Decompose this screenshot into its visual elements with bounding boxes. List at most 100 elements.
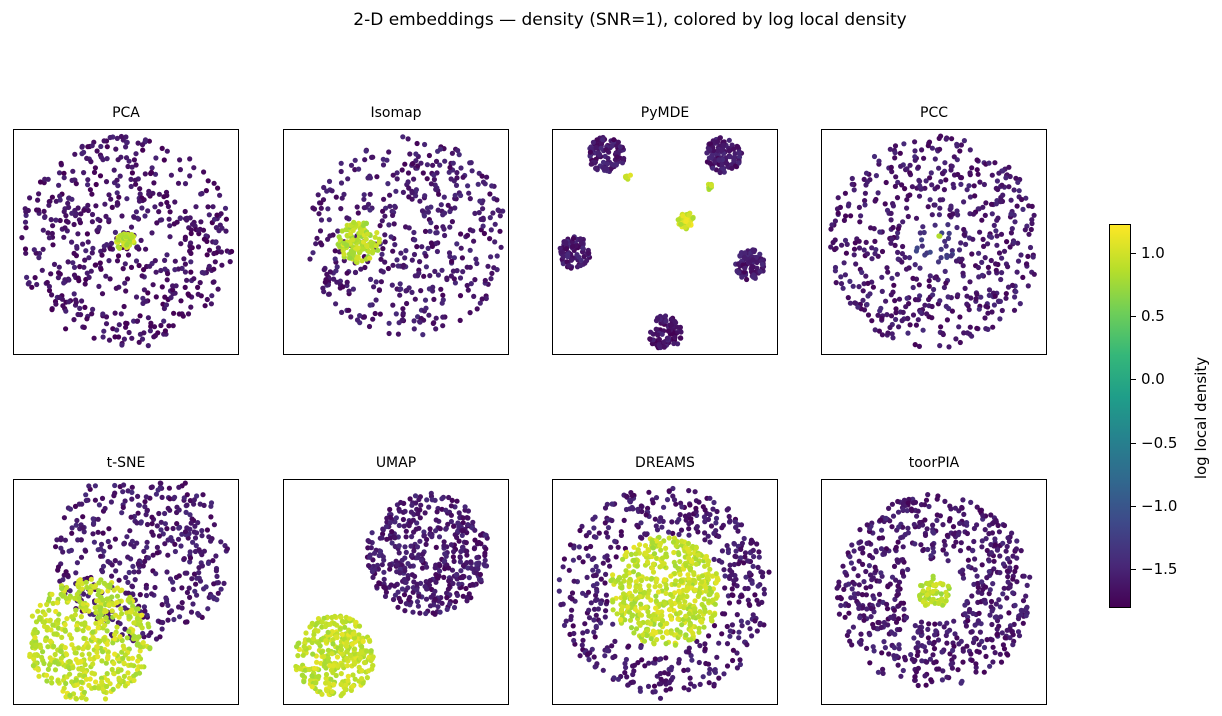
scatter-point xyxy=(96,588,102,594)
scatter-point xyxy=(920,224,926,230)
subplot-axes xyxy=(13,129,239,355)
scatter-point xyxy=(686,212,692,218)
scatter-point xyxy=(392,583,398,589)
scatter-point xyxy=(144,521,151,528)
scatter-point xyxy=(135,658,141,664)
scatter-point xyxy=(920,327,926,333)
scatter-point xyxy=(351,219,357,225)
scatter-point xyxy=(734,665,740,671)
scatter-point xyxy=(81,635,87,641)
scatter-point xyxy=(652,516,658,522)
scatter-point xyxy=(129,538,135,544)
scatter-point xyxy=(179,585,185,591)
scatter-point xyxy=(211,266,217,272)
scatter-point xyxy=(402,508,408,514)
scatter-point xyxy=(22,219,29,225)
scatter-point xyxy=(385,265,391,272)
scatter-point xyxy=(148,323,154,329)
scatter-point xyxy=(139,625,145,631)
scatter-point xyxy=(103,660,109,666)
scatter-point xyxy=(1013,175,1019,181)
scatter-point xyxy=(865,293,871,299)
scatter-point xyxy=(79,652,85,658)
scatter-point xyxy=(706,680,712,686)
scatter-point xyxy=(416,270,422,276)
scatter-point xyxy=(140,295,146,301)
scatter-point xyxy=(104,683,110,690)
scatter-point xyxy=(57,217,63,224)
scatter-point xyxy=(943,136,949,142)
scatter-point xyxy=(453,572,459,578)
scatter-point xyxy=(111,660,117,666)
scatter-point xyxy=(102,607,108,613)
scatter-point xyxy=(89,191,95,197)
scatter-point xyxy=(420,332,426,338)
scatter-point xyxy=(469,582,475,588)
scatter-point xyxy=(202,303,208,309)
scatter-point xyxy=(98,577,104,583)
scatter-point xyxy=(79,666,86,672)
scatter-point xyxy=(462,504,468,510)
scatter-point xyxy=(366,323,373,330)
scatter-point xyxy=(33,642,39,648)
scatter-point xyxy=(120,655,126,661)
scatter-point xyxy=(352,676,358,682)
scatter-point xyxy=(80,241,86,247)
scatter-point xyxy=(124,534,130,540)
scatter-point xyxy=(177,167,183,173)
scatter-point xyxy=(982,255,988,261)
scatter-point xyxy=(326,291,332,297)
scatter-point xyxy=(319,619,325,625)
scatter-point xyxy=(464,595,470,601)
scatter-point xyxy=(400,306,406,312)
scatter-point xyxy=(185,311,192,317)
scatter-point xyxy=(487,236,493,242)
scatter-point xyxy=(69,642,75,648)
scatter-point xyxy=(746,570,753,576)
scatter-point xyxy=(409,534,415,540)
scatter-point xyxy=(370,574,376,580)
scatter-point xyxy=(879,248,886,255)
scatter-point xyxy=(853,261,859,267)
scatter-point xyxy=(164,569,170,575)
scatter-point xyxy=(838,274,844,280)
scatter-point xyxy=(926,278,932,284)
scatter-point xyxy=(128,264,135,270)
scatter-point xyxy=(593,563,599,570)
scatter-point xyxy=(1029,220,1035,227)
scatter-point xyxy=(672,590,678,596)
scatter-point xyxy=(56,182,62,188)
scatter-point xyxy=(993,228,999,234)
scatter-point xyxy=(402,544,408,550)
scatter-point xyxy=(160,531,166,537)
scatter-point xyxy=(416,552,422,558)
scatter-point xyxy=(213,568,219,574)
scatter-point xyxy=(101,243,107,249)
scatter-point xyxy=(733,548,739,554)
scatter-point xyxy=(929,212,935,218)
scatter-point xyxy=(146,624,152,630)
scatter-point xyxy=(107,276,113,282)
scatter-point xyxy=(733,524,739,530)
scatter-point xyxy=(977,229,983,235)
scatter-point xyxy=(910,284,916,291)
scatter-point xyxy=(61,685,67,691)
scatter-point xyxy=(650,628,656,634)
scatter-point xyxy=(659,555,666,561)
scatter-point xyxy=(879,274,885,280)
scatter-point xyxy=(109,562,115,568)
scatter-point xyxy=(90,661,96,667)
scatter-point xyxy=(967,147,973,153)
scatter-point xyxy=(124,276,131,282)
scatter-point xyxy=(301,679,307,685)
scatter-point xyxy=(329,188,335,194)
scatter-point xyxy=(712,667,718,673)
scatter-point xyxy=(79,695,85,701)
scatter-point xyxy=(591,629,597,635)
scatter-point xyxy=(955,292,961,298)
scatter-point xyxy=(71,221,77,228)
scatter-point xyxy=(156,209,162,215)
scatter-point xyxy=(69,210,75,216)
scatter-point xyxy=(89,670,95,676)
scatter-point xyxy=(149,521,155,527)
